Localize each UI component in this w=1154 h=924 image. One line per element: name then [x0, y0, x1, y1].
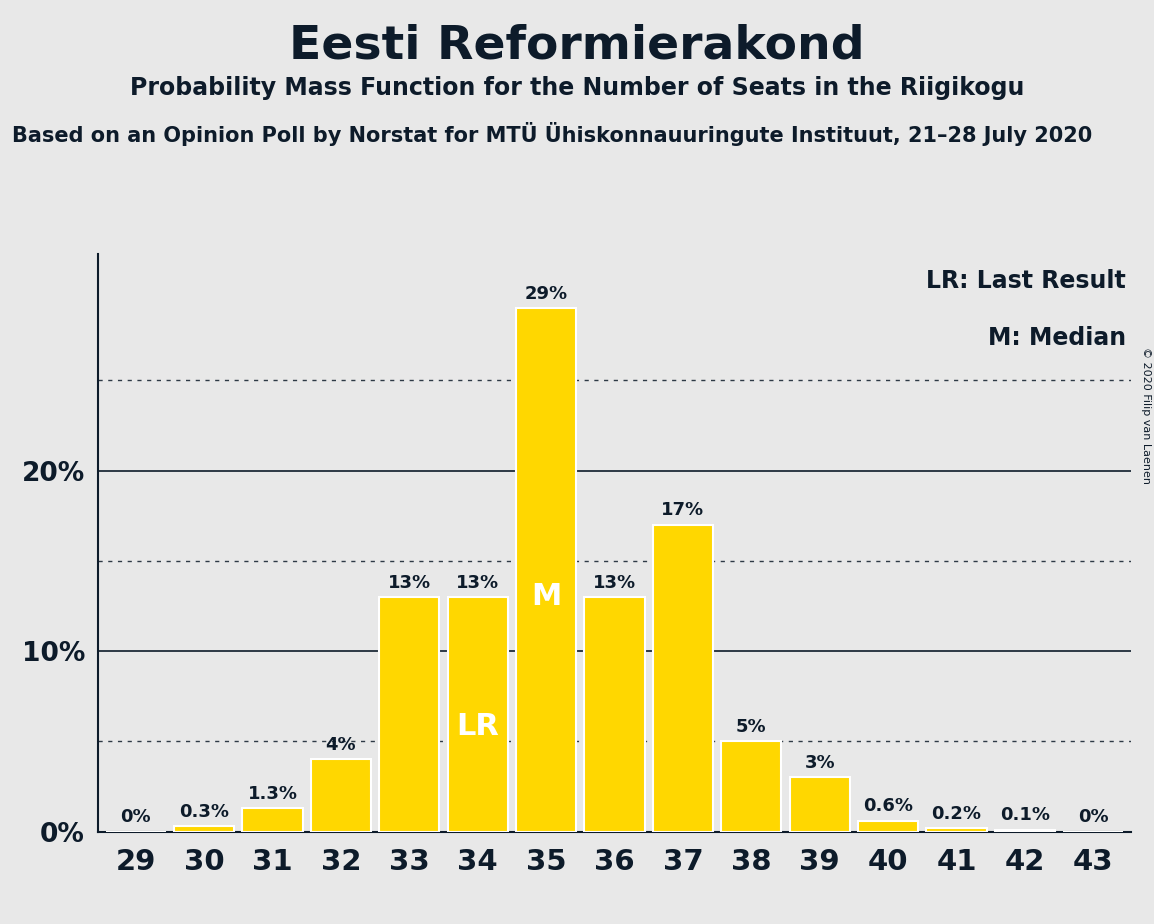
Text: 4%: 4% — [325, 736, 357, 754]
Text: 0.3%: 0.3% — [179, 803, 230, 821]
Text: Eesti Reformierakond: Eesti Reformierakond — [290, 23, 864, 68]
Text: LR: Last Result: LR: Last Result — [926, 269, 1126, 293]
Bar — [174, 826, 234, 832]
Bar — [584, 597, 645, 832]
Bar — [516, 309, 576, 832]
Text: 0.2%: 0.2% — [931, 805, 982, 822]
Text: 0%: 0% — [120, 808, 151, 826]
Text: Probability Mass Function for the Number of Seats in the Riigikogu: Probability Mass Function for the Number… — [129, 76, 1025, 100]
Bar — [380, 597, 440, 832]
Text: M: Median: M: Median — [988, 326, 1126, 350]
Text: 13%: 13% — [593, 574, 636, 591]
Text: Based on an Opinion Poll by Norstat for MTÜ Ühiskonnauuringute Instituut, 21–28 : Based on an Opinion Poll by Norstat for … — [12, 122, 1092, 146]
Bar — [721, 741, 781, 832]
Bar — [653, 525, 713, 832]
Bar — [789, 777, 849, 832]
Text: 17%: 17% — [661, 502, 704, 519]
Bar — [448, 597, 508, 832]
Text: 1.3%: 1.3% — [247, 784, 298, 803]
Text: © 2020 Filip van Laenen: © 2020 Filip van Laenen — [1141, 347, 1151, 484]
Text: 5%: 5% — [736, 718, 766, 736]
Bar — [242, 808, 302, 832]
Bar — [310, 760, 370, 832]
Text: LR: LR — [456, 711, 500, 740]
Bar — [859, 821, 919, 832]
Text: 13%: 13% — [388, 574, 430, 591]
Text: 0.6%: 0.6% — [863, 797, 913, 815]
Text: 29%: 29% — [525, 285, 568, 303]
Text: 13%: 13% — [456, 574, 500, 591]
Text: 0.1%: 0.1% — [999, 807, 1050, 824]
Text: 3%: 3% — [804, 754, 835, 772]
Text: 0%: 0% — [1078, 808, 1109, 826]
Bar — [995, 830, 1055, 832]
Text: M: M — [531, 581, 561, 611]
Bar — [927, 828, 987, 832]
